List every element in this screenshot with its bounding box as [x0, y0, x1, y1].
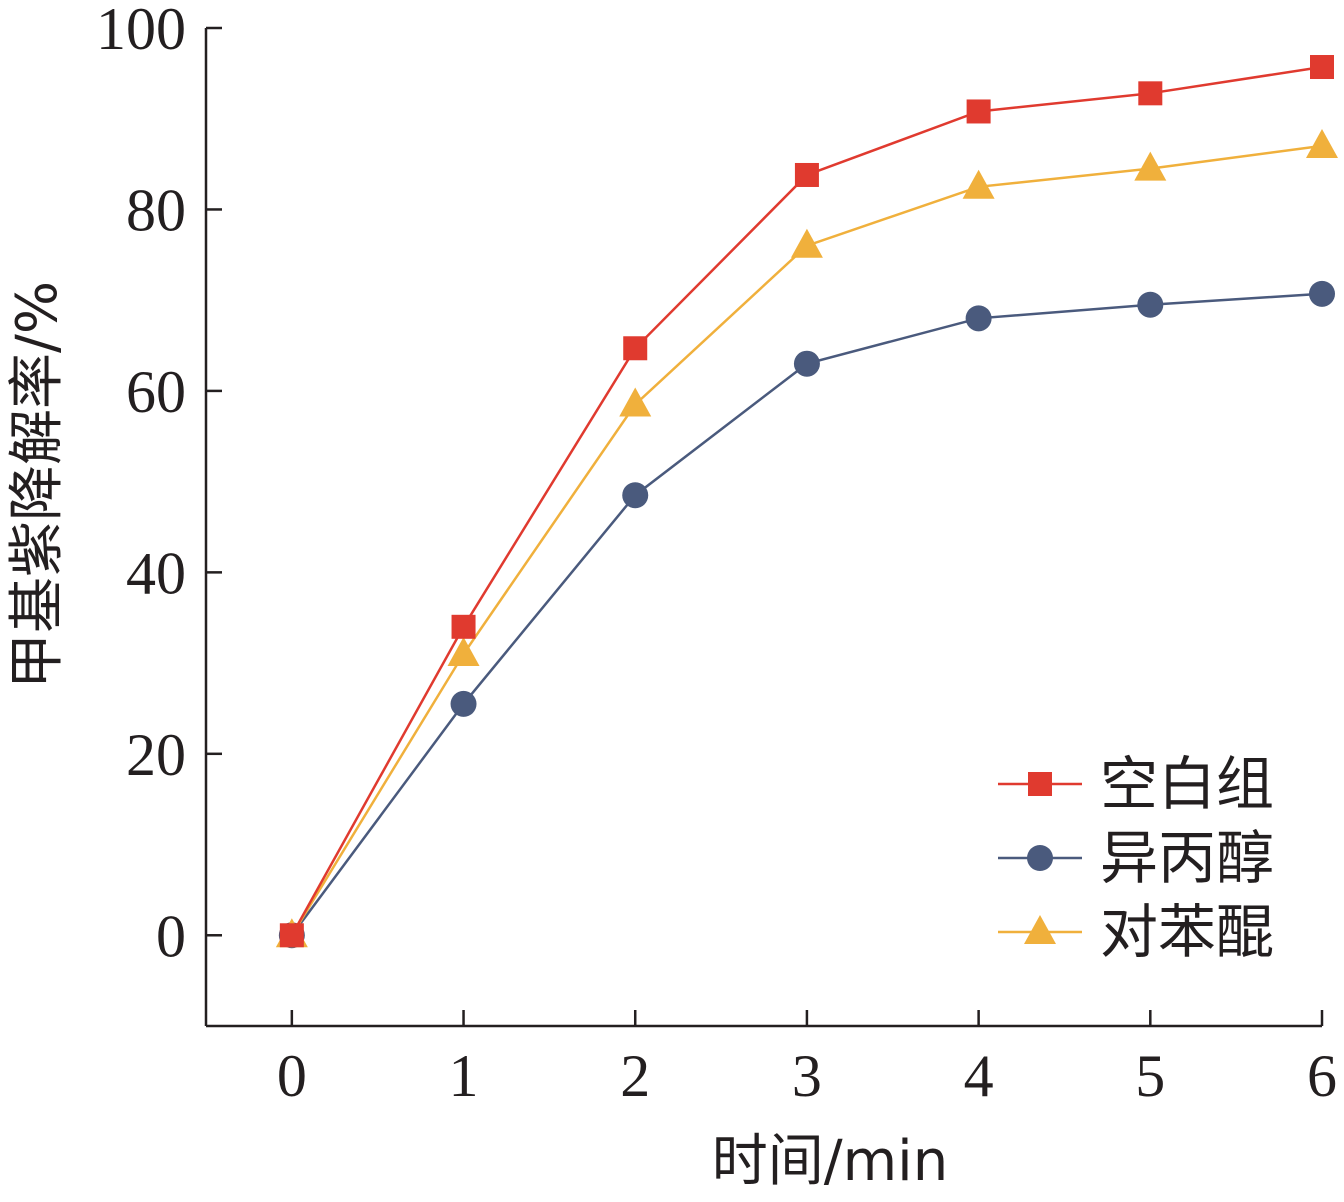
- x-tick-label: 3: [792, 1043, 822, 1109]
- x-tick-label: 6: [1307, 1043, 1337, 1109]
- data-point-series-2-x1: [450, 690, 477, 717]
- legend-label-3: 对苯醌: [1100, 898, 1274, 966]
- y-tick-label: 60: [126, 359, 186, 425]
- y-axis-title: 甲基紫降解率/%: [5, 281, 70, 689]
- data-point-series-1-x5: [1138, 81, 1163, 106]
- x-tick-label: 2: [620, 1043, 650, 1109]
- data-point-series-2-x2: [622, 482, 649, 509]
- data-point-series-1-x3: [794, 162, 819, 187]
- y-tick-label: 80: [126, 177, 186, 243]
- legend-marker-2: [1027, 845, 1053, 871]
- data-point-series-1-x1: [451, 614, 476, 639]
- data-point-series-2-x6: [1309, 280, 1335, 307]
- x-tick-label: 1: [449, 1043, 479, 1109]
- data-point-series-3-x4: [962, 169, 995, 199]
- data-point-series-2-x3: [793, 350, 820, 377]
- plot-markers: [275, 55, 1338, 949]
- data-point-series-3-x3: [790, 228, 823, 258]
- x-tick-label: 4: [964, 1043, 994, 1109]
- data-point-series-1-x2: [623, 336, 648, 361]
- axes: [204, 28, 1322, 1028]
- y-tick-label: 20: [126, 722, 186, 788]
- data-point-series-2-x5: [1137, 291, 1164, 318]
- x-axis-title: 时间/min: [712, 1129, 948, 1194]
- data-point-series-1-x4: [966, 99, 991, 124]
- data-point-series-3-x6: [1306, 128, 1338, 158]
- data-point-series-3-x2: [619, 387, 652, 417]
- y-tick-label: 0: [156, 903, 186, 969]
- data-point-series-3-x5: [1134, 151, 1167, 181]
- x-tick-label: 5: [1135, 1043, 1165, 1109]
- x-tick-label: 0: [277, 1043, 307, 1109]
- ticks: 0 20 40 60 80 100 0 1 2 3 4 5 6: [96, 0, 1337, 1109]
- legend-label-1: 空白组: [1100, 750, 1274, 818]
- data-point-series-2-x4: [965, 305, 992, 332]
- y-tick-label: 40: [126, 540, 186, 606]
- data-point-series-3-x1: [447, 637, 480, 667]
- data-point-series-1-x6: [1310, 55, 1334, 80]
- legend-marker-1: [1028, 772, 1052, 796]
- legend-marker-3: [1024, 915, 1056, 944]
- y-tick-label: 100: [96, 0, 186, 62]
- data-point-series-1-x0: [279, 923, 304, 948]
- legend-label-2: 异丙醇: [1100, 824, 1274, 892]
